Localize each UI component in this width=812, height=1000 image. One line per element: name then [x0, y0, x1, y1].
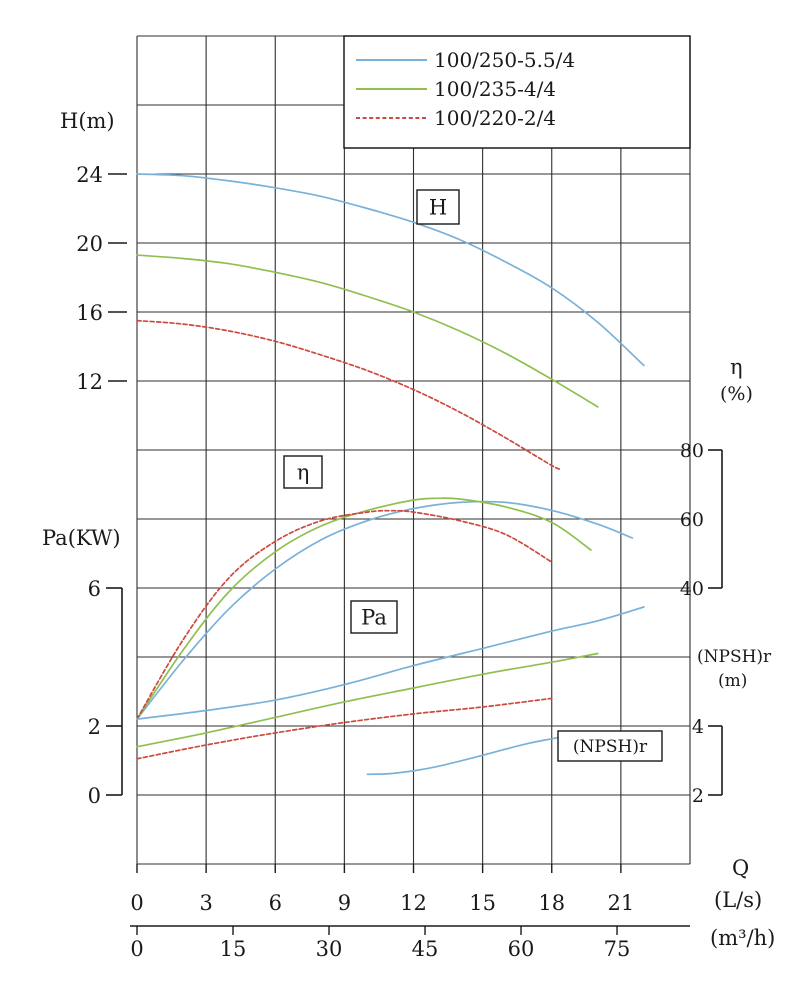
q-m3h-tick-label: 30 — [316, 937, 343, 961]
pa-curve-label-box — [350, 600, 398, 634]
eta-curve-label: η — [297, 461, 310, 485]
eta-axis-tick-label: 40 — [680, 578, 704, 600]
legend-label: 100/220-2/4 — [434, 106, 556, 130]
q-unit-m3h: (m³/h) — [710, 926, 776, 950]
curve-H-100-220 — [136, 319, 562, 470]
q-ls-tick-label: 12 — [400, 891, 427, 915]
curve-npsh-100-250 — [366, 735, 565, 776]
eta-axis-tick-label: 80 — [680, 440, 704, 462]
curve-Pa-100-220 — [136, 697, 553, 760]
eta-axis-tick-label: 60 — [680, 509, 704, 531]
pa-axis-title: Pa(KW) — [42, 526, 121, 550]
legend-box — [343, 35, 691, 149]
h-axis-tick-label: 24 — [76, 163, 103, 187]
q-ls-tick-label: 21 — [608, 891, 635, 915]
q-ls-tick-label: 15 — [469, 891, 496, 915]
eta-axis-title: η — [730, 355, 743, 379]
npsh-axis-title: (NPSH)r — [697, 647, 772, 667]
q-m3h-tick-label: 0 — [130, 937, 143, 961]
q-m3h-tick-label: 15 — [220, 937, 247, 961]
legend-label: 100/235-4/4 — [434, 77, 556, 101]
q-ls-tick-label: 3 — [199, 891, 212, 915]
npsh-axis-unit: (m) — [718, 671, 748, 691]
eta-curve-label-box — [283, 455, 323, 489]
curve-eta-100-235 — [136, 497, 592, 720]
npsh-curve-label: (NPSH)r — [573, 737, 648, 757]
h-axis-tick-label: 12 — [76, 370, 103, 394]
npsh-axis-tick-label: 2 — [692, 785, 704, 807]
q-ls-tick-label: 9 — [338, 891, 351, 915]
h-axis-tick-label: 16 — [76, 301, 103, 325]
curve-eta-100-250 — [136, 500, 634, 720]
h-axis-title: H(m) — [60, 109, 115, 133]
h-curve-label-box — [416, 189, 460, 225]
q-ls-tick-label: 6 — [269, 891, 282, 915]
eta-axis-unit: (%) — [720, 383, 753, 405]
q-m3h-tick-label: 75 — [604, 937, 631, 961]
npsh-axis-tick-label: 4 — [692, 716, 704, 738]
npsh-curve-label-box — [557, 730, 663, 762]
q-ls-tick-label: 0 — [130, 891, 143, 915]
pa-curve-label: Pa — [361, 606, 387, 630]
q-m3h-tick-label: 60 — [508, 937, 535, 961]
q-axis-title: Q — [732, 856, 750, 880]
pa-axis-tick-label: 0 — [88, 784, 101, 808]
legend-label: 100/250-5.5/4 — [434, 48, 575, 72]
curve-Pa-100-235 — [136, 652, 599, 748]
pa-axis-tick-label: 2 — [88, 715, 101, 739]
curve-H-100-235 — [136, 254, 599, 408]
q-ls-tick-label: 18 — [538, 891, 565, 915]
h-curve-label: H — [429, 196, 447, 220]
q-m3h-tick-label: 45 — [412, 937, 439, 961]
curve-Pa-100-250 — [136, 606, 645, 720]
curve-H-100-250 — [136, 173, 645, 367]
q-unit-ls: (L/s) — [714, 888, 763, 912]
curve-eta-100-220 — [136, 509, 553, 720]
h-axis-tick-label: 20 — [76, 232, 103, 256]
pa-axis-tick-label: 6 — [88, 577, 101, 601]
